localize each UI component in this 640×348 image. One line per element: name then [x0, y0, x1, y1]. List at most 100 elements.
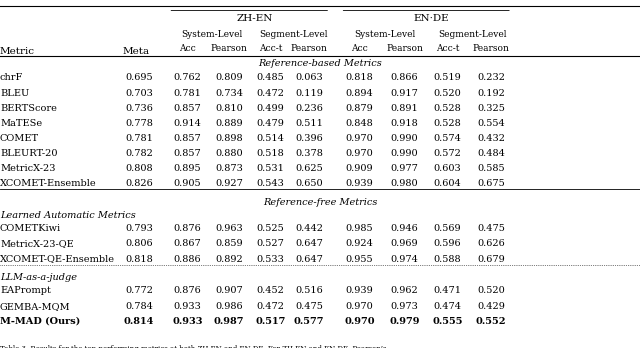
Text: 0.533: 0.533	[257, 254, 285, 263]
Text: 0.484: 0.484	[477, 149, 505, 158]
Text: Segment-Level: Segment-Level	[438, 30, 507, 39]
Text: 0.603: 0.603	[433, 164, 461, 173]
Text: Acc-t: Acc-t	[436, 44, 459, 53]
Text: Metric: Metric	[0, 47, 35, 56]
Text: 0.472: 0.472	[257, 89, 285, 97]
Text: 0.879: 0.879	[346, 104, 374, 113]
Text: 0.986: 0.986	[215, 302, 243, 311]
Text: 0.471: 0.471	[433, 286, 461, 295]
Text: 0.485: 0.485	[257, 73, 285, 82]
Text: 0.876: 0.876	[173, 286, 202, 295]
Text: 0.572: 0.572	[433, 149, 461, 158]
Text: 0.475: 0.475	[477, 224, 505, 233]
Text: Reference-based Metrics: Reference-based Metrics	[258, 59, 382, 68]
Text: 0.979: 0.979	[389, 317, 420, 326]
Text: chrF: chrF	[0, 73, 24, 82]
Text: 0.518: 0.518	[257, 149, 285, 158]
Text: 0.604: 0.604	[433, 180, 461, 189]
Text: 0.429: 0.429	[477, 302, 505, 311]
Text: 0.895: 0.895	[173, 164, 202, 173]
Text: 0.063: 0.063	[295, 73, 323, 82]
Text: 0.119: 0.119	[295, 89, 323, 97]
Text: 0.552: 0.552	[476, 317, 506, 326]
Text: COMET: COMET	[0, 134, 39, 143]
Text: 0.479: 0.479	[257, 119, 285, 128]
Text: 0.528: 0.528	[433, 119, 461, 128]
Text: 0.472: 0.472	[257, 302, 285, 311]
Text: Reference-free Metrics: Reference-free Metrics	[263, 198, 377, 207]
Text: 0.514: 0.514	[257, 134, 285, 143]
Text: 0.970: 0.970	[346, 149, 374, 158]
Text: 0.873: 0.873	[215, 164, 243, 173]
Text: 0.577: 0.577	[294, 317, 324, 326]
Text: 0.528: 0.528	[433, 104, 461, 113]
Text: Pearson: Pearson	[211, 44, 248, 53]
Text: 0.909: 0.909	[346, 164, 374, 173]
Text: 0.432: 0.432	[477, 134, 505, 143]
Text: Meta: Meta	[122, 47, 149, 56]
Text: Table 3: Results for the top-performing metrics at both ZH·EN and EN·DE. For ZH·: Table 3: Results for the top-performing …	[0, 345, 387, 348]
Text: 0.793: 0.793	[125, 224, 153, 233]
Text: XCOMET-QE-Ensemble: XCOMET-QE-Ensemble	[0, 254, 115, 263]
Text: 0.917: 0.917	[390, 89, 419, 97]
Text: 0.806: 0.806	[125, 239, 153, 248]
Text: 0.933: 0.933	[173, 302, 202, 311]
Text: 0.987: 0.987	[214, 317, 244, 326]
Text: 0.474: 0.474	[433, 302, 461, 311]
Text: 0.527: 0.527	[257, 239, 285, 248]
Text: 0.859: 0.859	[215, 239, 243, 248]
Text: 0.918: 0.918	[390, 119, 419, 128]
Text: 0.867: 0.867	[173, 239, 202, 248]
Text: 0.396: 0.396	[295, 134, 323, 143]
Text: Acc-t: Acc-t	[259, 44, 282, 53]
Text: 0.848: 0.848	[346, 119, 374, 128]
Text: 0.525: 0.525	[257, 224, 285, 233]
Text: Acc: Acc	[179, 44, 196, 53]
Text: 0.970: 0.970	[344, 317, 375, 326]
Text: 0.236: 0.236	[295, 104, 323, 113]
Text: 0.703: 0.703	[125, 89, 153, 97]
Text: 0.596: 0.596	[433, 239, 461, 248]
Text: 0.886: 0.886	[173, 254, 202, 263]
Text: 0.554: 0.554	[477, 119, 505, 128]
Text: 0.889: 0.889	[215, 119, 243, 128]
Text: 0.378: 0.378	[295, 149, 323, 158]
Text: GEMBA-MQM: GEMBA-MQM	[0, 302, 70, 311]
Text: 0.675: 0.675	[477, 180, 505, 189]
Text: BERTScore: BERTScore	[0, 104, 57, 113]
Text: 0.990: 0.990	[390, 149, 419, 158]
Text: 0.781: 0.781	[125, 134, 153, 143]
Text: 0.734: 0.734	[215, 89, 243, 97]
Text: 0.543: 0.543	[257, 180, 285, 189]
Text: Segment-Level: Segment-Level	[259, 30, 328, 39]
Text: 0.511: 0.511	[295, 119, 323, 128]
Text: 0.626: 0.626	[477, 239, 505, 248]
Text: Pearson: Pearson	[291, 44, 328, 53]
Text: 0.970: 0.970	[346, 302, 374, 311]
Text: 0.939: 0.939	[346, 180, 374, 189]
Text: 0.980: 0.980	[390, 180, 419, 189]
Text: 0.499: 0.499	[257, 104, 285, 113]
Text: 0.232: 0.232	[477, 73, 505, 82]
Text: 0.818: 0.818	[125, 254, 153, 263]
Text: 0.585: 0.585	[477, 164, 505, 173]
Text: 0.894: 0.894	[346, 89, 374, 97]
Text: 0.519: 0.519	[433, 73, 461, 82]
Text: 0.810: 0.810	[215, 104, 243, 113]
Text: 0.907: 0.907	[215, 286, 243, 295]
Text: 0.946: 0.946	[390, 224, 419, 233]
Text: 0.914: 0.914	[173, 119, 202, 128]
Text: 0.574: 0.574	[433, 134, 461, 143]
Text: 0.784: 0.784	[125, 302, 153, 311]
Text: Pearson: Pearson	[386, 44, 423, 53]
Text: 0.647: 0.647	[295, 254, 323, 263]
Text: 0.588: 0.588	[433, 254, 461, 263]
Text: 0.650: 0.650	[295, 180, 323, 189]
Text: 0.520: 0.520	[433, 89, 461, 97]
Text: 0.857: 0.857	[173, 134, 202, 143]
Text: 0.963: 0.963	[215, 224, 243, 233]
Text: 0.973: 0.973	[390, 302, 419, 311]
Text: 0.531: 0.531	[257, 164, 285, 173]
Text: EAPrompt: EAPrompt	[0, 286, 51, 295]
Text: 0.516: 0.516	[295, 286, 323, 295]
